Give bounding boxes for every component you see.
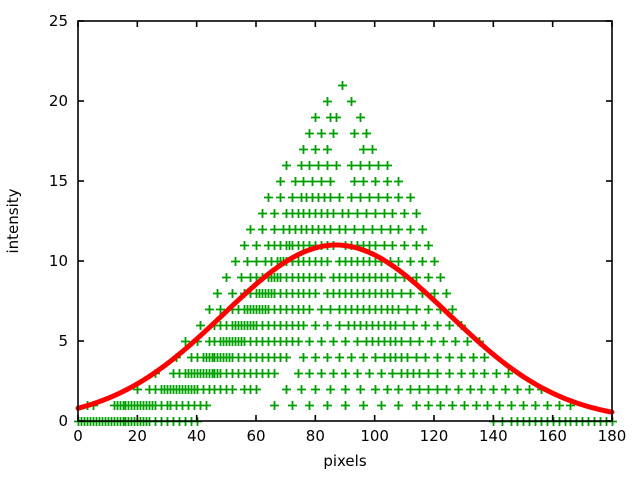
x-tick-label: 80 bbox=[306, 427, 325, 445]
y-tick-label: 5 bbox=[58, 332, 68, 350]
x-tick-label: 120 bbox=[420, 427, 449, 445]
x-tick-label: 100 bbox=[360, 427, 389, 445]
x-tick-label: 180 bbox=[598, 427, 627, 445]
y-axis-title: intensity bbox=[4, 188, 22, 253]
x-axis-title: pixels bbox=[323, 452, 367, 470]
x-tick-label: 160 bbox=[538, 427, 567, 445]
y-tick-label: 20 bbox=[49, 92, 68, 110]
plot-border bbox=[77, 20, 613, 422]
x-tick-label: 40 bbox=[187, 427, 206, 445]
y-tick-label: 0 bbox=[58, 412, 68, 430]
x-tick-label: 20 bbox=[128, 427, 147, 445]
x-tick-label: 0 bbox=[73, 427, 83, 445]
y-axis-tick-labels: 0 5 10 15 20 25 bbox=[49, 12, 68, 430]
y-tick-label: 25 bbox=[49, 12, 68, 30]
gaussian-fit-curve bbox=[75, 242, 615, 415]
x-axis-tick-labels: 0 20 40 60 80 100 120 140 160 180 bbox=[73, 427, 626, 445]
x-tick-label: 140 bbox=[479, 427, 508, 445]
y-tick-label: 10 bbox=[49, 252, 68, 270]
x-tick-label: 60 bbox=[246, 427, 265, 445]
y-tick-label: 15 bbox=[49, 172, 68, 190]
